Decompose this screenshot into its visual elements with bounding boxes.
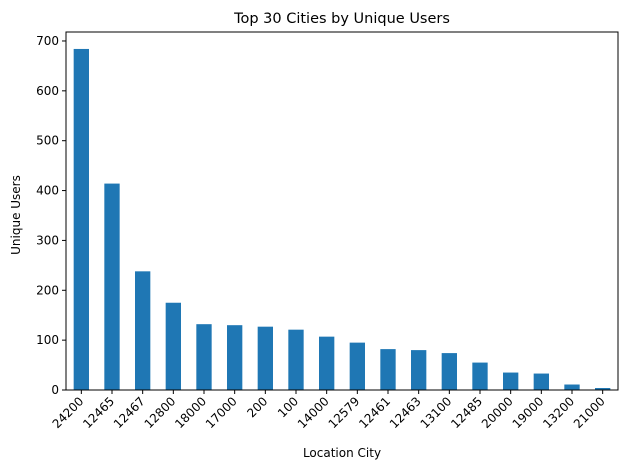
x-tick-label: 24200 [50,394,87,431]
x-tick-label: 12461 [356,394,393,431]
x-tick-label: 17000 [203,394,240,431]
bar-12463 [411,350,427,390]
bar-17000 [227,325,243,390]
bar-13100 [441,353,457,390]
bar-21000 [595,388,611,390]
x-tick-label: 200 [244,394,270,420]
y-tick-label: 200 [36,283,59,297]
bar-12800 [165,302,181,390]
x-tick-label: 12467 [111,394,148,431]
x-tick-label: 12800 [142,394,179,431]
x-tick-label: 13200 [540,394,577,431]
bar-14000 [319,336,335,390]
x-tick-label: 12579 [326,394,363,431]
bar-12579 [349,342,365,390]
y-tick-label: 700 [36,34,59,48]
bar-19000 [533,373,549,390]
y-tick-label: 100 [36,333,59,347]
x-tick-label: 20000 [479,394,516,431]
bar-12467 [135,271,151,390]
axes-frame [65,31,619,391]
x-tick-label: 13100 [418,394,455,431]
y-tick-label: 300 [36,233,59,247]
x-tick-label: 12463 [387,394,424,431]
bar-200 [257,326,273,390]
x-tick-label: 12485 [448,394,485,431]
bar-12461 [380,349,396,390]
y-tick-label: 500 [36,134,59,148]
y-axis-label: Unique Users [9,175,23,255]
bar-12465 [104,183,120,390]
y-tick-label: 0 [51,383,59,397]
x-tick-label: 12465 [80,394,117,431]
bar-12485 [472,362,488,390]
bar-20000 [503,372,519,390]
bar-24200 [73,48,89,390]
y-tick-label: 600 [36,84,59,98]
x-tick-label: 14000 [295,394,332,431]
y-tick-label: 400 [36,184,59,198]
x-tick-label: 21000 [571,394,608,431]
bar-13200 [564,384,580,390]
x-tick-label: 19000 [510,394,547,431]
bar-100 [288,329,304,390]
bar-18000 [196,324,212,390]
x-tick-label: 18000 [172,394,209,431]
chart-title: Top 30 Cities by Unique Users [233,11,450,27]
x-tick-label: 100 [275,394,301,420]
x-axis-label: Location City [303,446,381,460]
